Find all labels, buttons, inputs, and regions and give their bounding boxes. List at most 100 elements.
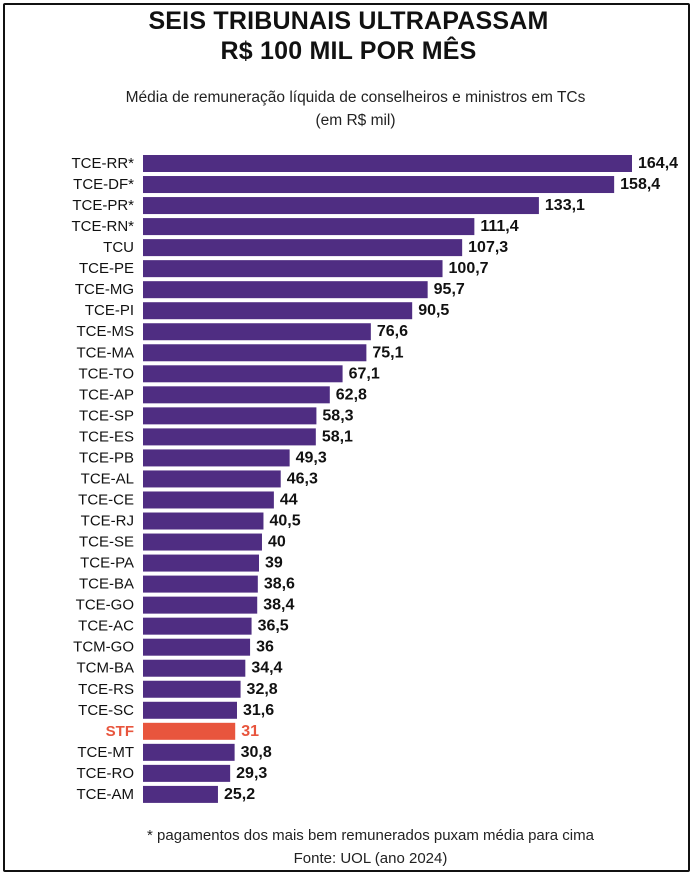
category-label: TCE-MS <box>77 323 135 340</box>
value-label: 46,3 <box>287 470 318 487</box>
bar <box>143 764 231 782</box>
subtitle-line-2: (em R$ mil) <box>315 112 396 129</box>
bar <box>143 638 251 656</box>
value-label: 34,4 <box>251 660 282 677</box>
bar <box>143 743 235 761</box>
category-label: TCE-PE <box>79 260 134 277</box>
value-label: 100,7 <box>449 260 489 277</box>
category-label: TCE-PA <box>80 555 134 572</box>
value-label: 32,8 <box>247 681 278 698</box>
bar <box>143 386 330 404</box>
category-label: TCE-AL <box>81 470 134 487</box>
bar <box>143 470 281 488</box>
value-label: 75,1 <box>372 344 403 361</box>
value-label: 133,1 <box>545 197 585 214</box>
value-label: 44 <box>280 491 298 508</box>
value-label: 107,3 <box>468 239 508 256</box>
category-label: TCE-PI <box>85 302 134 319</box>
value-label: 67,1 <box>349 365 380 382</box>
category-label: TCE-PB <box>79 449 134 466</box>
value-label: 38,6 <box>264 576 295 593</box>
category-label: TCE-AM <box>77 786 135 803</box>
value-label: 36,5 <box>258 618 289 635</box>
bar <box>143 260 443 278</box>
category-label: TCE-CE <box>78 491 134 508</box>
value-label: 25,2 <box>224 786 255 803</box>
value-label: 95,7 <box>434 281 465 298</box>
bar <box>143 197 539 215</box>
bar <box>143 785 218 803</box>
category-label: TCM-BA <box>77 660 135 677</box>
category-label: TCE-SP <box>79 407 134 424</box>
category-label: TCE-AP <box>79 386 134 403</box>
value-label: 31,6 <box>243 702 274 719</box>
value-label: 90,5 <box>418 302 449 319</box>
category-label: TCE-TO <box>78 365 134 382</box>
value-label: 158,4 <box>620 176 660 193</box>
category-label: TCE-DF* <box>73 176 134 193</box>
value-label: 62,8 <box>336 386 367 403</box>
bar <box>143 176 615 194</box>
value-label: 29,3 <box>236 765 267 782</box>
bar <box>143 596 258 614</box>
bar <box>143 617 252 635</box>
bar <box>143 722 236 740</box>
value-label: 40,5 <box>269 513 300 530</box>
value-label: 40 <box>268 534 286 551</box>
value-label: 39 <box>265 555 283 572</box>
footnote-line-1: * pagamentos dos mais bem remunerados pu… <box>147 827 594 844</box>
bar <box>143 428 316 446</box>
value-label: 164,4 <box>638 155 678 172</box>
category-label: STF <box>106 723 134 740</box>
bar <box>143 659 246 677</box>
value-label: 36 <box>256 639 274 656</box>
bar <box>143 554 260 572</box>
value-label: 30,8 <box>241 744 272 761</box>
subtitle-line-1: Média de remuneração líquida de conselhe… <box>125 89 586 106</box>
bar <box>143 365 343 383</box>
category-label: TCE-MA <box>77 344 135 361</box>
bar <box>143 239 463 257</box>
chart-footnote: * pagamentos dos mais bem remunerados pu… <box>0 824 697 870</box>
category-label: TCU <box>103 239 134 256</box>
bar <box>143 281 428 299</box>
bar <box>143 323 371 341</box>
category-label: TCE-PR* <box>72 197 134 214</box>
category-label: TCE-MG <box>75 281 134 298</box>
category-label: TCE-RR* <box>72 155 135 172</box>
category-label: TCE-RS <box>78 681 134 698</box>
value-label: 58,3 <box>322 407 353 424</box>
chart-title: SEIS TRIBUNAIS ULTRAPASSAM R$ 100 MIL PO… <box>0 6 697 66</box>
category-label: TCE-AC <box>78 618 134 635</box>
bar <box>143 218 475 236</box>
bar <box>143 155 632 172</box>
chart-frame <box>3 3 690 872</box>
bar <box>143 680 241 698</box>
value-label: 58,1 <box>322 428 353 445</box>
title-line-1: SEIS TRIBUNAIS ULTRAPASSAM <box>148 7 549 35</box>
value-label: 31 <box>241 723 259 740</box>
value-label: 49,3 <box>296 449 327 466</box>
value-label: 111,4 <box>480 218 518 235</box>
category-label: TCE-RJ <box>81 513 134 530</box>
category-label: TCE-SE <box>79 534 134 551</box>
bar <box>143 533 262 551</box>
category-label: TCE-MT <box>77 744 134 761</box>
bar <box>143 344 367 362</box>
chart-subtitle: Média de remuneração líquida de conselhe… <box>0 86 697 132</box>
bar <box>143 701 237 719</box>
category-label: TCE-BA <box>79 576 134 593</box>
value-label: 38,4 <box>263 597 294 614</box>
category-label: TCM-GO <box>73 639 134 656</box>
category-label: TCE-SC <box>78 702 134 719</box>
category-label: TCE-GO <box>76 597 134 614</box>
bar <box>143 302 413 320</box>
title-line-2: R$ 100 MIL POR MÊS <box>220 37 477 65</box>
bar <box>143 491 274 509</box>
category-label: TCE-RN* <box>72 218 135 235</box>
bar <box>143 512 264 530</box>
bar <box>143 449 290 467</box>
category-label: TCE-ES <box>79 428 134 445</box>
bar <box>143 575 258 593</box>
